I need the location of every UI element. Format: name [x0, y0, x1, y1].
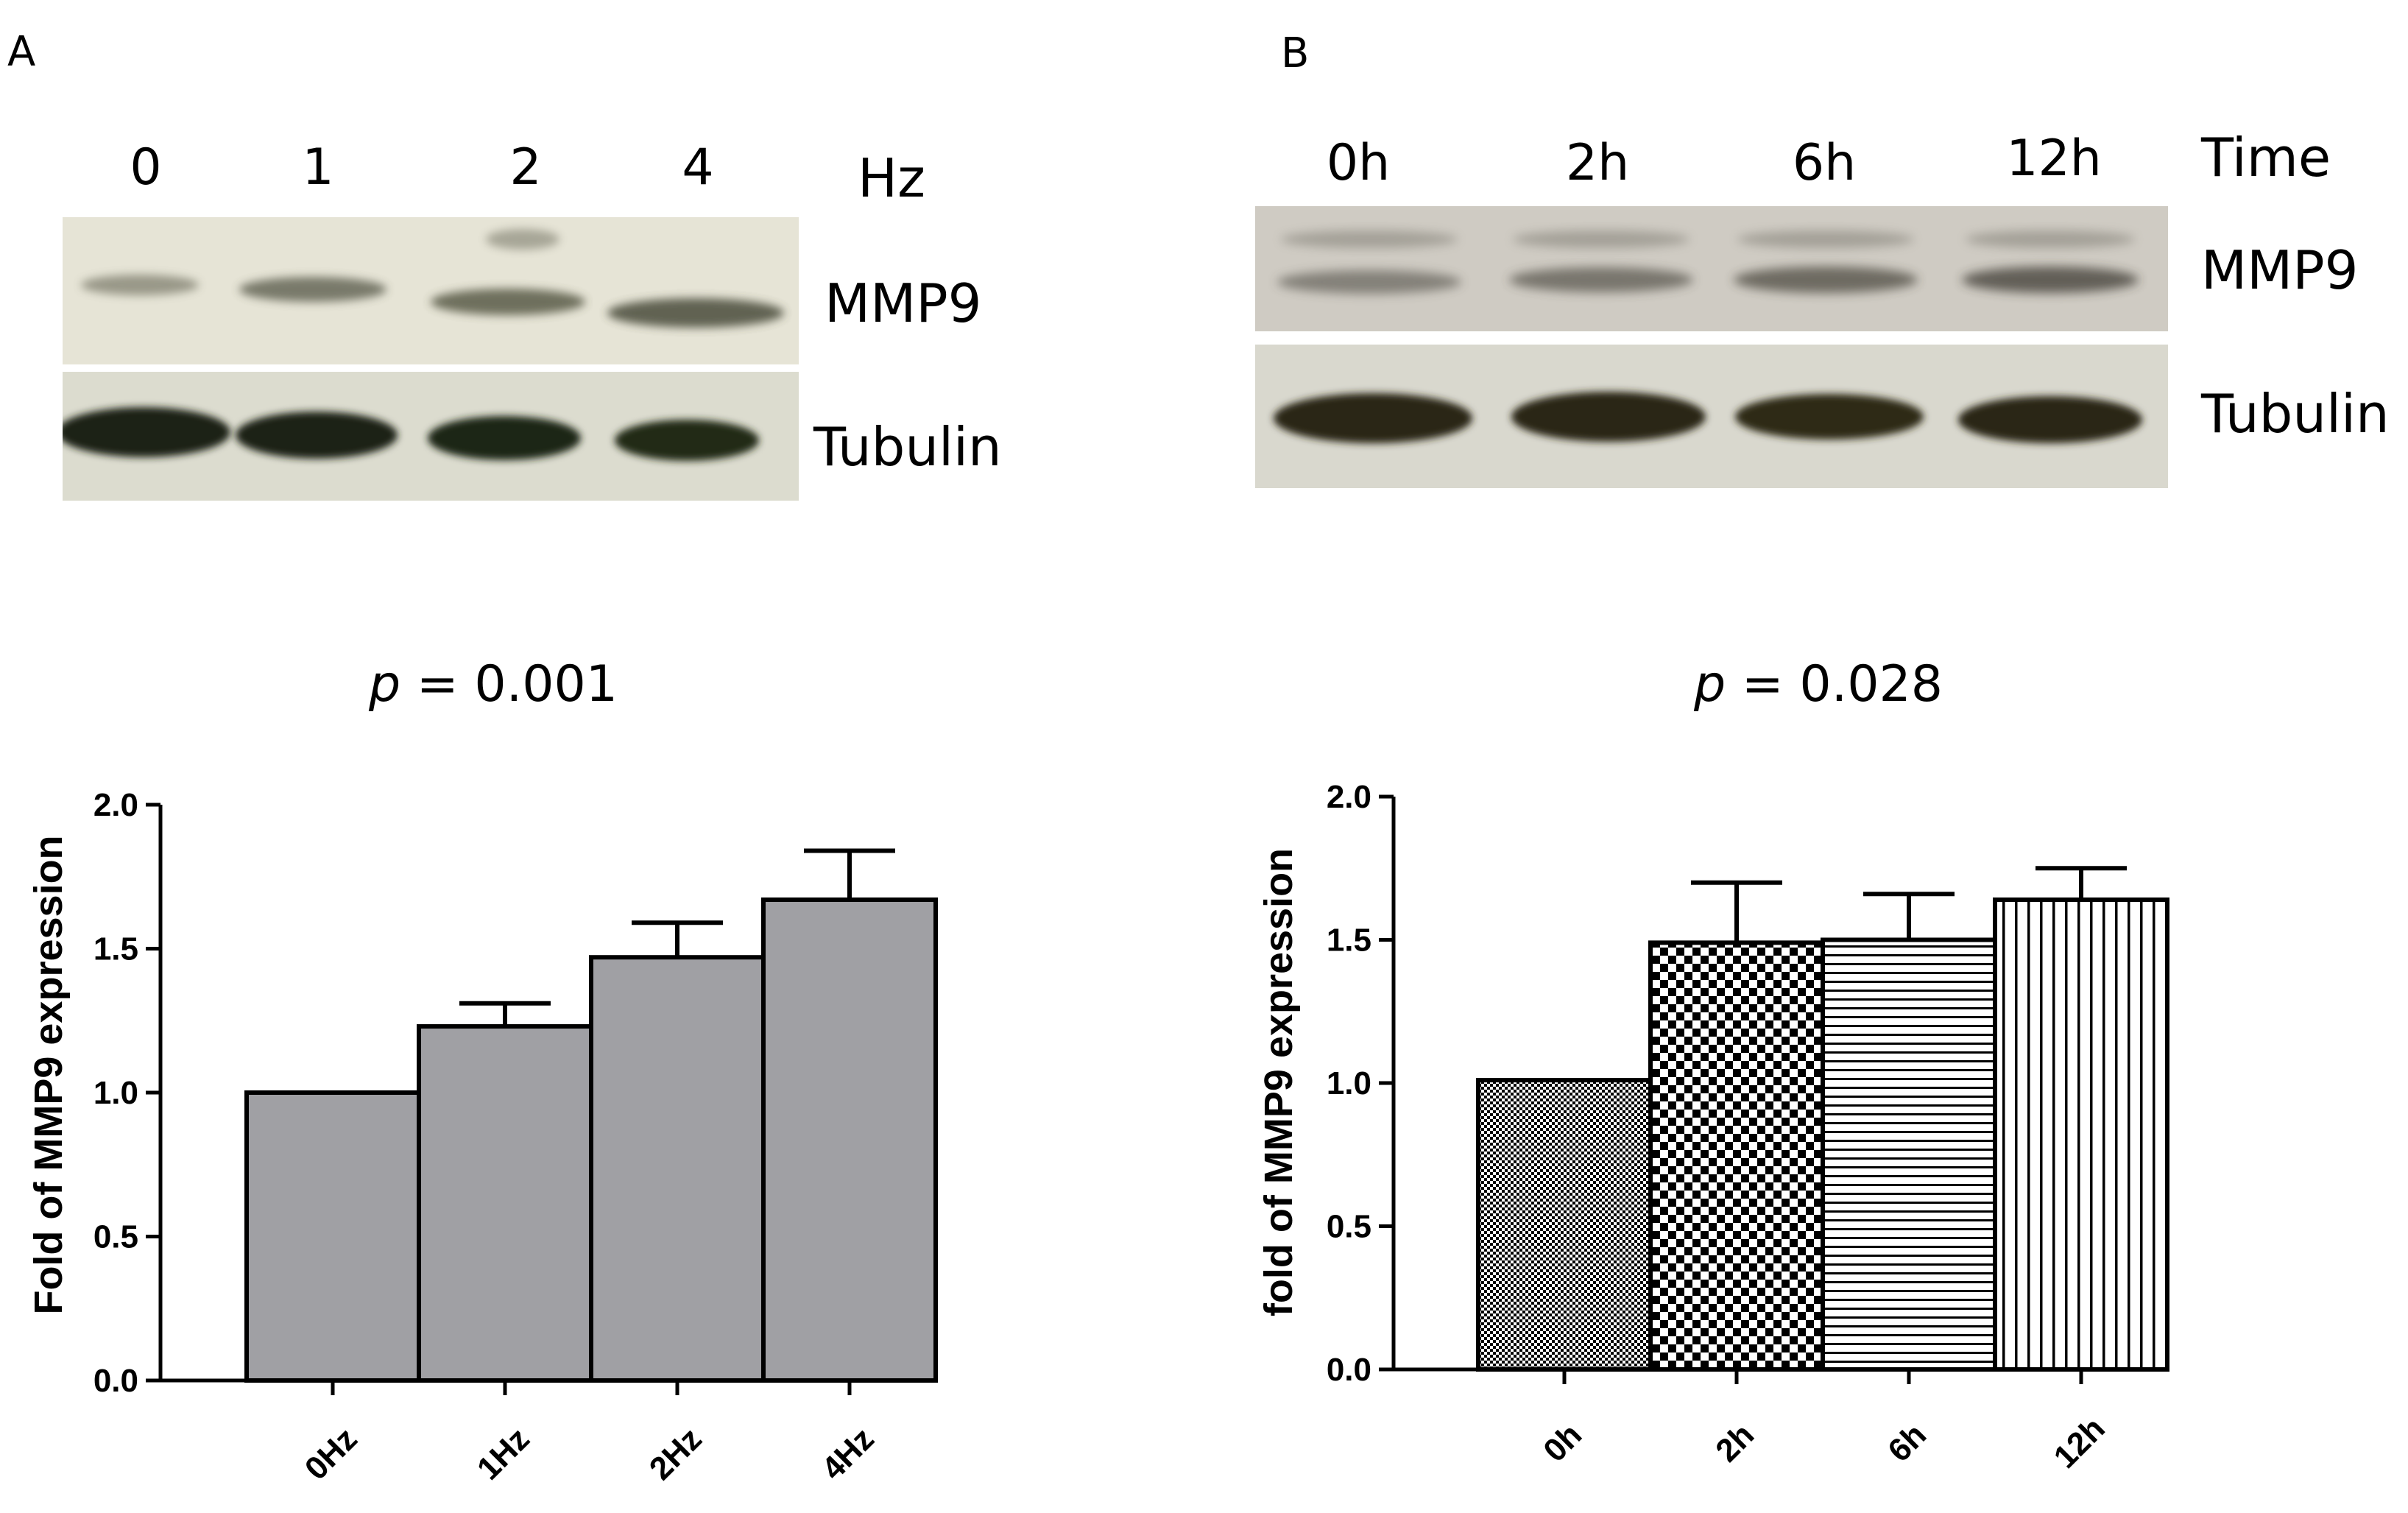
chart-b-xtick-label-2: 6h [1881, 1417, 1933, 1469]
chart-a-xtick-label-2: 2Hz [643, 1421, 709, 1487]
panel-a-lane-label-3: 4 [682, 138, 714, 197]
chart-b-ytick-label-2: 1.0 [1327, 1065, 1371, 1101]
chart-b-ylabel: fold of MMP9 expression [1257, 848, 1301, 1316]
chart-b-ytick-label-0: 0.0 [1327, 1352, 1371, 1388]
panel-b-lane-label-0: 0h [1326, 134, 1391, 192]
chart-a-xtick-label-0: 0Hz [298, 1421, 364, 1487]
chart-a-bar-3 [761, 897, 938, 1383]
panel-b-lane-label-3: 12h [2006, 130, 2102, 188]
panel-a-pvalue-text: = 0.001 [400, 655, 618, 713]
panel-b-letter: B [1281, 29, 1310, 77]
panel-a-mmp9-blot [63, 217, 799, 364]
chart-a: 0.0 0.5 1.0 1.5 2.0 Fold of MMP9 expression 0H… [27, 787, 938, 1487]
panel-b-lane-label-1: 2h [1565, 134, 1630, 192]
panel-b-pvalue-symbol: p [1693, 655, 1726, 713]
chart-a-bar-0 [244, 1090, 421, 1383]
chart-a-ytick-label-0: 0.0 [93, 1363, 138, 1399]
panel-a-pvalue: p = 0.001 [369, 655, 618, 713]
chart-a-ytick-label-4: 2.0 [93, 787, 138, 823]
panel-b-mmp9-blot [1255, 206, 2168, 331]
panel-a-lane-label-0: 0 [130, 138, 162, 197]
chart-a-ylabel: Fold of MMP9 expression [27, 835, 71, 1314]
chart-b-bar-3 [1993, 897, 2169, 1372]
chart-a-ytick-label-3: 1.5 [93, 931, 138, 967]
chart-a-bar-2 [589, 955, 766, 1383]
panel-b-lane-label-2: 6h [1792, 134, 1857, 192]
panel-b-pvalue-text: = 0.028 [1726, 655, 1943, 713]
chart-a-xtick-label-1: 1Hz [470, 1421, 537, 1487]
panel-a-tubulin-blot [63, 372, 799, 501]
chart-b-xtick-label-1: 2h [1709, 1417, 1761, 1469]
chart-b-xtick-label-3: 12h [2047, 1411, 2112, 1475]
chart-b-bar-1 [1648, 940, 1825, 1372]
panel-a-unit-label: Hz [858, 147, 925, 209]
panel-a-pvalue-symbol: p [368, 655, 401, 713]
chart-b: 0.0 0.5 1.0 1.5 2.0 fold of MMP9 expression 0h… [1257, 779, 2169, 1475]
panel-b-tubulin-blot [1255, 345, 2168, 488]
panel-b-pvalue: p = 0.028 [1694, 655, 1943, 713]
panel-a-letter: A [7, 28, 36, 76]
panel-b-unit-label: Time [2201, 127, 2331, 188]
chart-b-bar-2 [1821, 937, 1997, 1372]
panel-a-lane-label-1: 1 [302, 138, 334, 197]
panel-b-mmp9-label: MMP9 [2201, 239, 2359, 301]
panel-a-tubulin-label: Tubulin [813, 416, 1002, 478]
chart-b-ytick-label-1: 0.5 [1327, 1209, 1371, 1245]
panel-a-mmp9-label: MMP9 [825, 272, 982, 334]
chart-a-ytick-label-2: 1.0 [93, 1075, 138, 1111]
chart-b-ytick-label-4: 2.0 [1327, 779, 1371, 815]
chart-a-ytick-label-1: 0.5 [93, 1219, 138, 1255]
chart-b-bar-0 [1476, 1078, 1653, 1372]
chart-b-xtick-label-0: 0h [1536, 1417, 1589, 1469]
chart-b-ytick-label-3: 1.5 [1327, 923, 1371, 959]
chart-a-bar-1 [417, 1024, 593, 1383]
panel-a-lane-label-2: 2 [509, 138, 542, 197]
chart-a-xtick-label-3: 4Hz [815, 1421, 881, 1487]
panel-b-tubulin-label: Tubulin [2201, 383, 2390, 445]
